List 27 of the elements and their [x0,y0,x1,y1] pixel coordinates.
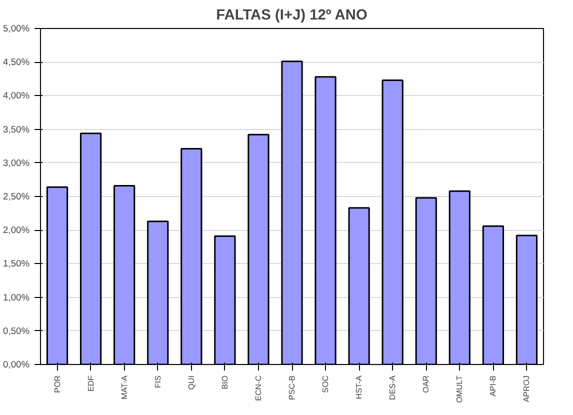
x-tick-label: HST-A [354,374,364,400]
x-tick-label: QUI [186,375,196,390]
x-tick-label: API-B [488,375,498,396]
x-tick-label: EDF [86,375,96,392]
x-tick-label: MAT-A [120,374,129,400]
x-tick-label: OMULT [455,375,464,403]
y-tick-label: 3,50% [3,124,30,134]
y-tick-label: 3,00% [3,158,30,168]
x-tick-label: BIO [220,376,230,390]
x-tick-label: APROJ [522,376,532,402]
chart-title: FALTAS (I+J) 12º ANO [216,8,368,24]
y-tick-label: 0,50% [3,326,30,336]
x-tick-label: ECN-C [254,375,263,401]
x-tick-label: SOC [321,375,330,393]
x-tick-label: PSC-B [288,375,296,400]
x-tick-label: DES-A [388,374,398,400]
x-tick-label: FIS [153,375,162,388]
y-tick-label: 2,50% [3,192,30,202]
y-tick-label: 1,00% [3,292,30,302]
y-tick-label: 5,00% [3,24,30,34]
y-tick-label: 1,50% [3,258,30,269]
y-tick-label: 0,00% [3,360,30,370]
x-tick-label: OAR [422,375,431,393]
y-tick-label: 4,50% [3,57,30,68]
x-tick-label: POR [52,375,62,393]
y-tick-label: 4,00% [3,90,30,101]
y-tick-label: 2,00% [3,225,30,236]
